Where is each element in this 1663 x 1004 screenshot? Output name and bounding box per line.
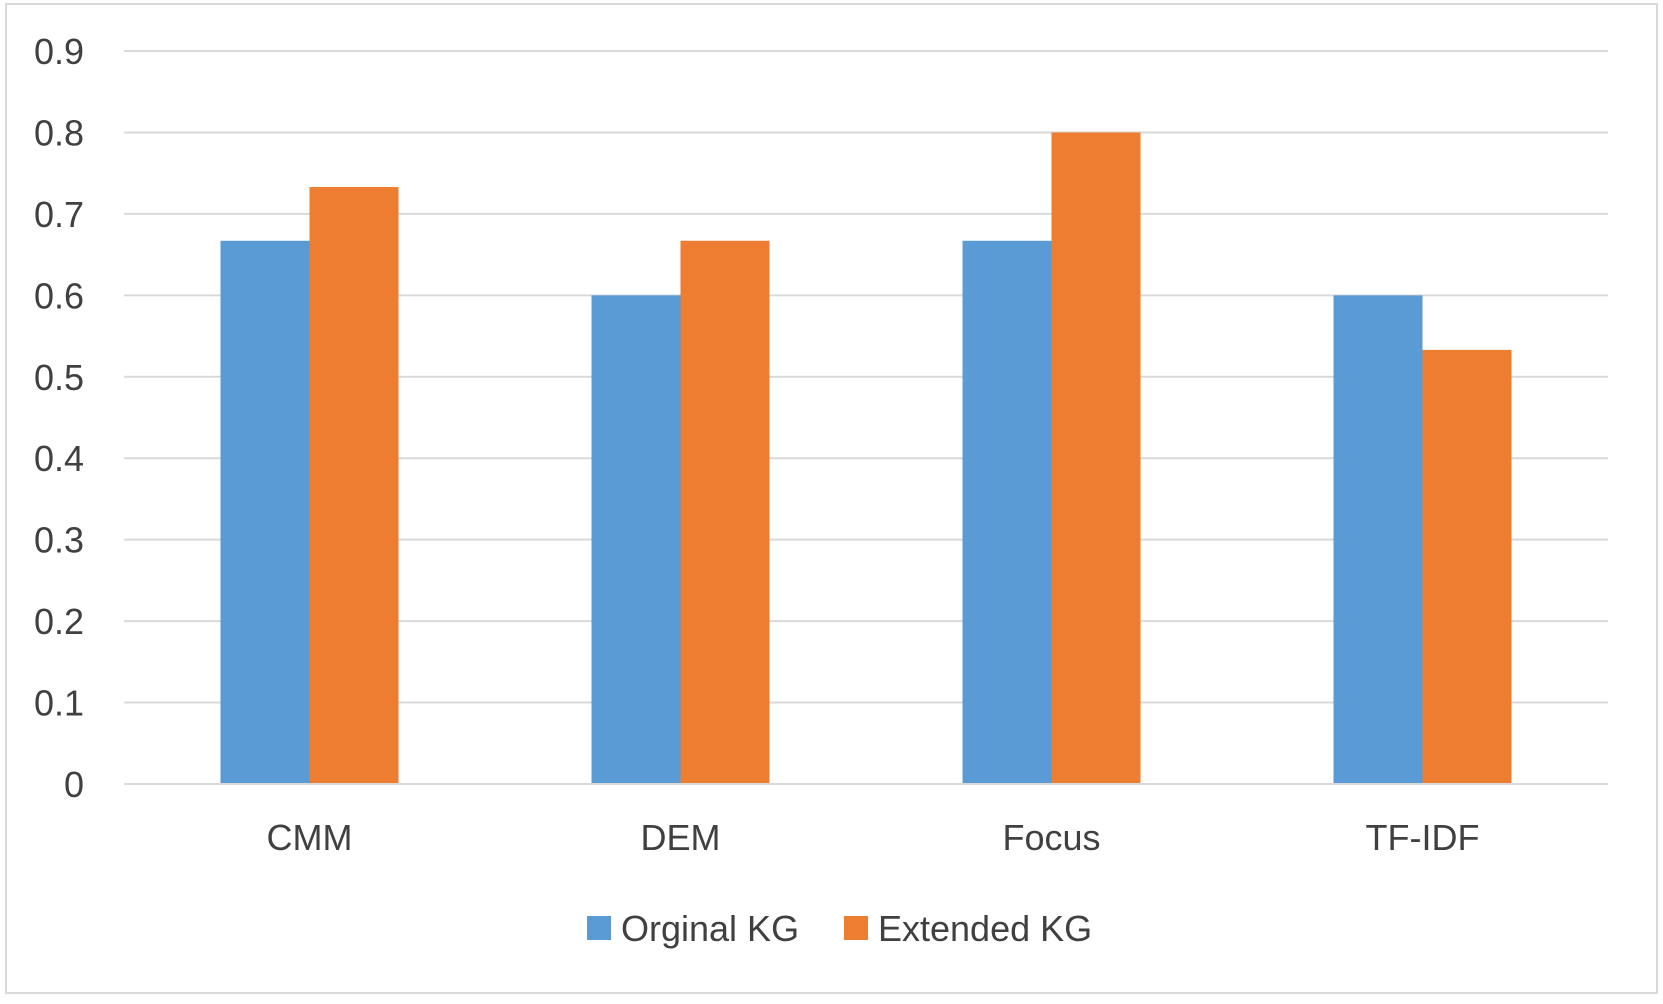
- y-tick-label: 0: [64, 764, 84, 805]
- y-axis-tick-labels: 0 0.1 0.2 0.3 0.4 0.5 0.6 0.7 0.8 0.9: [34, 31, 84, 805]
- y-tick-label: 0.6: [34, 275, 84, 316]
- y-tick-label: 0.9: [34, 31, 84, 72]
- y-tick-label: 0.2: [34, 601, 84, 642]
- x-tick-label: CMM: [267, 817, 353, 858]
- bar-tf-idf-series-1: [1333, 295, 1423, 784]
- bar-focus-series-2: [1051, 132, 1141, 784]
- y-tick-label: 0.1: [34, 683, 84, 724]
- bar-dem-series-1: [591, 295, 681, 784]
- x-axis-tick-labels: CMM DEM Focus TF-IDF: [124, 783, 1608, 858]
- y-tick-label: 0.7: [34, 194, 84, 235]
- y-tick-label: 0.8: [34, 112, 84, 153]
- x-tick-label: DEM: [641, 817, 721, 858]
- bar-cmm-series-2: [309, 187, 399, 785]
- legend-label: Orginal KG: [621, 908, 799, 949]
- y-tick-label: 0.5: [34, 357, 84, 398]
- bar-cmm-series-1: [220, 240, 310, 784]
- x-tick-label: Focus: [1002, 817, 1100, 858]
- legend-swatch: [844, 916, 868, 940]
- bar-tf-idf-series-2: [1422, 349, 1512, 784]
- bar-dem-series-2: [680, 240, 770, 784]
- y-tick-label: 0.3: [34, 520, 84, 561]
- legend: Orginal KG Extended KG: [587, 908, 1092, 949]
- legend-label: Extended KG: [878, 908, 1092, 949]
- legend-swatch: [587, 916, 611, 940]
- y-tick-label: 0.4: [34, 438, 84, 479]
- x-tick-label: TF-IDF: [1366, 817, 1480, 858]
- bar-focus-series-1: [962, 240, 1052, 784]
- bars: [220, 132, 1512, 785]
